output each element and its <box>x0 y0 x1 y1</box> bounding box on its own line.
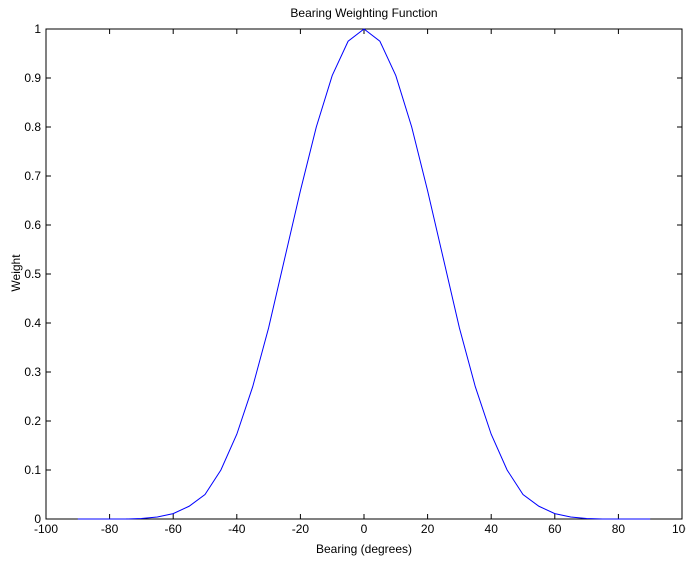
x-tick-label: -80 <box>101 522 119 536</box>
y-tick-label: 0.9 <box>24 71 41 85</box>
x-tick-label: -20 <box>292 522 310 536</box>
x-tick-label: -60 <box>165 522 183 536</box>
y-tick-label: 0.8 <box>24 120 41 134</box>
chart-title: Bearing Weighting Function <box>290 6 437 20</box>
y-tick-label: 0.6 <box>24 218 41 232</box>
y-tick-label: 0.2 <box>24 414 41 428</box>
series-line <box>77 28 651 520</box>
x-tick-label: 100 <box>672 522 686 536</box>
y-axis-label: Weight <box>9 254 23 292</box>
plot-area-frame <box>45 28 683 520</box>
x-axis-label: Bearing (degrees) <box>316 542 412 556</box>
x-tick-label: 0 <box>361 522 368 536</box>
x-tick-label: 40 <box>485 522 499 536</box>
x-tick-label: -100 <box>34 522 58 536</box>
x-tick-label: 20 <box>421 522 435 536</box>
y-tick-label: 0 <box>34 512 41 526</box>
series-layer <box>77 28 651 520</box>
x-tick-label: 80 <box>612 522 626 536</box>
y-tick-label: 0.7 <box>24 169 41 183</box>
y-tick-label: 1 <box>34 22 41 36</box>
y-tick-label: 0.1 <box>24 463 41 477</box>
x-tick-label: -40 <box>228 522 246 536</box>
y-tick-label: 0.3 <box>24 365 41 379</box>
x-tick-label: 60 <box>548 522 562 536</box>
y-tick-label: 0.4 <box>24 316 41 330</box>
y-tick-label: 0.5 <box>24 267 41 281</box>
ticks-layer: -100 -80 -60 -40 -20 0 20 40 60 80 100 0 0.1 0.2 0.3 0.… <box>24 22 686 536</box>
